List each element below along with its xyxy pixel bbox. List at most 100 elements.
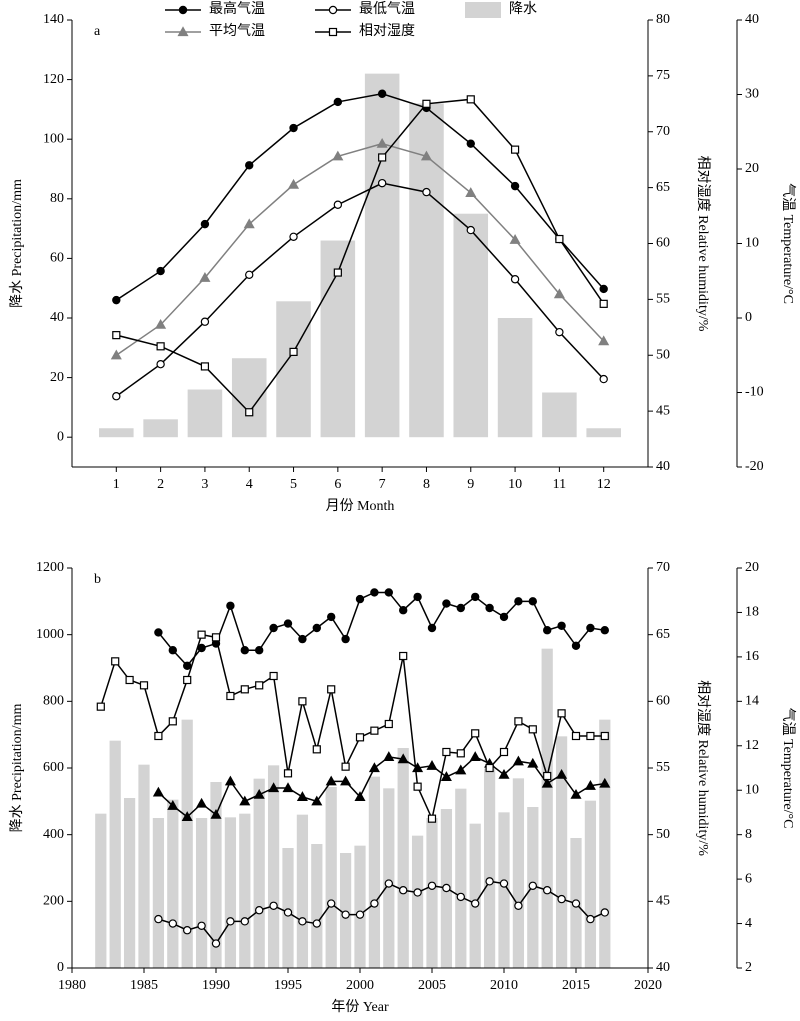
x-tick-label: 6 (334, 477, 341, 492)
point (370, 588, 379, 597)
point (152, 786, 164, 797)
point (341, 910, 350, 919)
point (528, 725, 537, 734)
x-tick-label: 12 (597, 477, 611, 492)
legend-marker (177, 26, 189, 37)
x-tick-label: 1980 (58, 978, 86, 993)
x-tick-label: 11 (553, 477, 566, 492)
y3-tick-label: 30 (745, 87, 759, 102)
point (355, 733, 365, 742)
bar (311, 844, 323, 968)
point (556, 768, 568, 779)
y2-tick-label: 40 (656, 960, 670, 975)
bar (282, 848, 294, 968)
y2-tick-label: 60 (656, 236, 670, 251)
y3-tick-label: -20 (745, 459, 764, 474)
point (509, 234, 521, 244)
point (485, 603, 494, 613)
bar (99, 428, 134, 438)
bar (397, 748, 409, 968)
y-tick-label: 40 (50, 310, 64, 325)
bar (109, 740, 121, 968)
point (155, 318, 167, 329)
point (200, 219, 210, 229)
x-tick-label: 2 (157, 477, 164, 492)
y-tick-label: 100 (43, 131, 64, 146)
point (456, 603, 465, 613)
y3-tick-label: -10 (745, 385, 764, 400)
point (456, 892, 465, 902)
point (499, 747, 509, 757)
line (115, 182, 605, 397)
point (541, 777, 553, 788)
bar (555, 736, 568, 968)
bar (364, 73, 400, 438)
bar (497, 318, 533, 438)
point (268, 782, 280, 793)
point (96, 702, 105, 711)
bar (138, 764, 150, 968)
point (571, 641, 581, 650)
y2-tick-label: 55 (656, 760, 670, 775)
point (283, 619, 293, 628)
point (311, 795, 323, 806)
y-tick-label: 1200 (36, 560, 64, 575)
y2-tick-label: 70 (656, 560, 670, 575)
point (599, 777, 611, 788)
y-tick-label: 1000 (36, 627, 64, 642)
y-tick-label: 0 (57, 429, 64, 444)
point (226, 691, 235, 701)
point (456, 749, 465, 758)
point (499, 879, 509, 888)
y3-tick-label: 8 (745, 827, 752, 842)
y-tick-label: 80 (50, 191, 64, 206)
bar (541, 648, 553, 968)
point (498, 768, 510, 779)
point (253, 788, 265, 799)
point (282, 782, 294, 793)
point (420, 150, 432, 161)
bar (383, 788, 395, 968)
point (181, 811, 193, 821)
point (466, 95, 475, 104)
point (600, 731, 609, 741)
point (514, 901, 523, 910)
point (211, 939, 221, 948)
point (283, 769, 293, 778)
line (115, 142, 605, 356)
bar (152, 818, 165, 968)
point (333, 97, 343, 107)
point (377, 178, 387, 188)
line (115, 92, 605, 301)
point (197, 643, 206, 653)
point (355, 594, 365, 604)
x-tick-label: 5 (290, 477, 297, 492)
point (312, 623, 321, 633)
legend-marker (328, 27, 338, 37)
point (240, 685, 249, 694)
point (211, 633, 221, 642)
point (269, 623, 278, 633)
point (168, 646, 177, 655)
point (167, 800, 179, 810)
legend-label: 平均气温 (209, 23, 265, 39)
y-tick-label: 140 (43, 12, 64, 27)
x-tick-label: 2010 (490, 978, 518, 993)
point (510, 181, 520, 191)
point (289, 232, 298, 241)
point (571, 899, 581, 908)
y3-tick-label: 0 (745, 310, 752, 325)
bar (599, 719, 611, 968)
y2-tick-label: 50 (656, 827, 670, 842)
legend-label: 最低气温 (359, 1, 415, 17)
point (240, 646, 249, 655)
x-tick-label: 8 (423, 477, 430, 492)
bar (181, 719, 193, 968)
point (499, 612, 509, 622)
bar (239, 813, 251, 968)
point (586, 623, 595, 633)
point (485, 763, 494, 773)
bar (253, 778, 265, 968)
y2-axis-title: 相对湿度 Relative humidity/% (695, 156, 711, 332)
point (226, 917, 235, 926)
